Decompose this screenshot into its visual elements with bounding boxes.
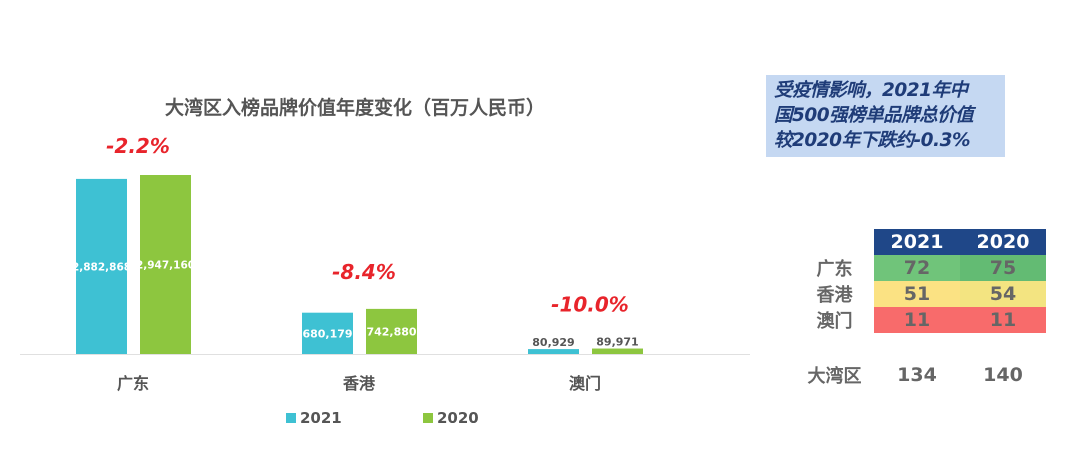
bar-2021 [528,349,579,354]
change-label: -2.2% [106,134,170,158]
category-label: 广东 [117,374,149,393]
data-label: 680,179 [302,327,352,340]
row-label: 广东 [816,259,853,280]
table-row: 广东 72 75 [795,255,1046,281]
bar-2020 [592,348,643,354]
callout-line: 国500强榜单品牌总价值 [774,105,974,126]
callout-line: 受疫情影响，2021年中 [774,80,968,101]
cell: 11 [874,307,960,333]
total-row: 大湾区 134 140 [795,361,1046,389]
total-cell: 140 [983,364,1023,386]
total-label: 大湾区 [807,366,862,387]
callout-box: 受疫情影响，2021年中 国500强榜单品牌总价值 较2020年下跌约-0.3% [766,75,1005,157]
data-label: 742,880 [366,325,416,338]
bar-2020 [140,175,191,354]
callout-line: 较2020年下跌约-0.3% [774,130,970,151]
data-label: 89,971 [596,336,638,349]
legend-label-2020: 2020 [437,409,479,427]
legend-swatch-2021 [286,413,296,423]
header-2020: 2020 [960,229,1046,255]
legend: 2021 2020 [286,409,479,427]
legend-label-2021: 2021 [300,409,342,427]
category-label: 澳门 [569,374,601,393]
cell: 75 [960,255,1046,281]
chart-title: 大湾区入榜品牌价值年度变化（百万人民币） [165,96,545,119]
cell: 72 [874,255,960,281]
table-row: 香港 51 54 [795,281,1046,307]
bar-2020 [366,308,417,354]
legend-swatch-2020 [423,413,433,423]
data-label: 80,929 [532,336,574,349]
bar-chart: 大湾区入榜品牌价值年度变化（百万人民币） 2,882,868 2,947,160 -… [20,96,750,427]
bar-2021 [302,312,353,354]
change-label: -8.4% [332,260,396,284]
ranking-count-table: 2021 2020 广东 72 75 香港 51 54 澳门 11 11 大湾区… [795,229,1046,389]
row-label: 澳门 [816,311,853,332]
cell: 11 [960,307,1046,333]
data-label: 2,947,160 [136,260,195,272]
total-cell: 134 [897,364,937,386]
data-label: 2,882,868 [72,261,131,273]
row-label: 香港 [816,285,853,306]
cell: 54 [960,281,1046,307]
change-label: -10.0% [551,293,629,317]
table-row: 澳门 11 11 [795,307,1046,333]
cell: 51 [874,281,960,307]
bar-2021 [76,178,127,354]
category-label: 香港 [342,374,376,393]
header-2021: 2021 [874,229,960,255]
